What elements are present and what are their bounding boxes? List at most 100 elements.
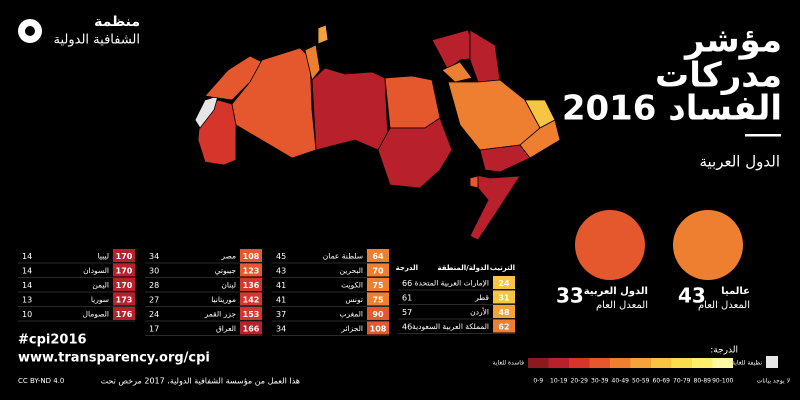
rank-box <box>493 276 515 289</box>
column-header: الدولة/المنطقة <box>437 264 489 272</box>
country: مصر <box>220 251 236 260</box>
country: المغرب <box>339 309 363 318</box>
country: جيبوتي <box>215 266 237 275</box>
country: الصومال <box>83 309 110 318</box>
country: الجزائر <box>340 324 363 333</box>
logo-line2: الشفافية الدولية <box>54 33 140 48</box>
title-underline <box>745 134 781 137</box>
map-western-sahara <box>194 95 219 129</box>
rank-box <box>493 290 515 304</box>
column-header: الترتيب <box>490 264 515 272</box>
score: 57 <box>402 308 412 317</box>
map-sudan <box>377 117 453 189</box>
rank-box <box>240 321 262 335</box>
country: سلطنة عمان <box>323 251 363 260</box>
rank: 70 <box>372 266 384 275</box>
legend-swatch <box>548 358 569 368</box>
score: 28 <box>149 281 159 290</box>
rank: 24 <box>498 279 510 288</box>
map-djibouti <box>469 175 479 189</box>
map-egypt <box>384 75 441 129</box>
rank: 64 <box>372 252 384 261</box>
country: سوريا <box>91 295 109 304</box>
score: 14 <box>22 252 32 261</box>
score: 27 <box>149 295 159 304</box>
country: الأردن <box>470 306 489 316</box>
rank-box <box>240 278 262 291</box>
country: ليبيا <box>98 251 109 260</box>
country: اليمن <box>92 280 109 289</box>
score: 34 <box>276 324 286 333</box>
rank: 170 <box>116 266 133 275</box>
score: 46 <box>402 322 412 331</box>
average-label: عالميا <box>721 286 750 297</box>
score: 24 <box>149 310 159 319</box>
rank: 166 <box>243 324 260 333</box>
score: 37 <box>276 310 286 319</box>
average-value: 43 <box>678 284 706 308</box>
rank: 90 <box>372 310 384 319</box>
rank-box <box>113 307 135 320</box>
rank: 123 <box>243 266 260 275</box>
rank: 31 <box>498 293 510 302</box>
legend-bin-label: 10-19 <box>550 378 568 385</box>
column-header: الدرجة <box>396 264 418 272</box>
logo-line1: منظمة <box>94 14 140 30</box>
map-lebanon <box>317 24 329 45</box>
rank-box <box>367 307 389 320</box>
rank-box <box>367 278 389 291</box>
rank-box <box>240 292 262 306</box>
legend-swatch <box>630 358 651 368</box>
title-line: مدركات <box>655 56 782 96</box>
score: 61 <box>402 293 412 302</box>
map-syria <box>431 29 479 71</box>
legend-swatch <box>528 358 549 368</box>
legend-low: فاسدة للغاية <box>493 360 524 367</box>
country: تونس <box>345 295 363 304</box>
average-value: 33 <box>556 284 584 308</box>
title-line: مؤشر <box>683 21 782 61</box>
country: المملكة العربية السعودية <box>412 322 489 331</box>
subtitle: الدول العربية <box>699 153 780 171</box>
hashtag: #cpi2016 <box>18 333 87 348</box>
country: الإمارات العربية المتحدة <box>415 278 489 287</box>
map-somalia <box>469 174 521 241</box>
logo: منظمة الشفافية الدولية <box>18 14 140 48</box>
logo-icon-inner <box>25 26 35 36</box>
rank-box <box>113 263 135 277</box>
rank: 170 <box>116 281 133 290</box>
map-jordan <box>441 61 473 83</box>
rank: 62 <box>498 322 509 331</box>
rank: 48 <box>498 308 510 317</box>
rank-box <box>113 292 135 306</box>
legend-bin-label: 40-49 <box>612 378 630 385</box>
country: لبنان <box>221 280 236 289</box>
score: 17 <box>149 324 159 333</box>
map-tunisia <box>304 44 321 81</box>
map-yemen <box>479 144 531 173</box>
rank-box <box>240 249 262 262</box>
country: الكويت <box>341 280 363 289</box>
url: www.transparency.org/cpi <box>18 351 210 366</box>
average-circle <box>575 210 645 280</box>
rank-box <box>367 321 389 335</box>
legend-swatch <box>610 358 631 368</box>
average-label: الدول العربية <box>584 286 648 297</box>
rank-box <box>113 278 135 291</box>
legend-swatch <box>671 358 692 368</box>
legend-bin-label: 0-9 <box>533 378 543 385</box>
rank: 75 <box>372 295 384 304</box>
country: موريتانيا <box>211 295 236 304</box>
rank-box <box>367 292 389 306</box>
legend-bin-label: 30-39 <box>591 378 609 385</box>
legend-swatch <box>712 358 733 368</box>
country: قطر <box>474 293 489 302</box>
score: 34 <box>149 252 159 261</box>
map <box>194 24 561 241</box>
legend-bin-label: 20-29 <box>571 378 589 385</box>
rank-box <box>367 249 389 262</box>
score: 10 <box>22 310 32 319</box>
rank: 75 <box>372 281 384 290</box>
legend-high: نظيفة للغاية <box>732 360 762 367</box>
